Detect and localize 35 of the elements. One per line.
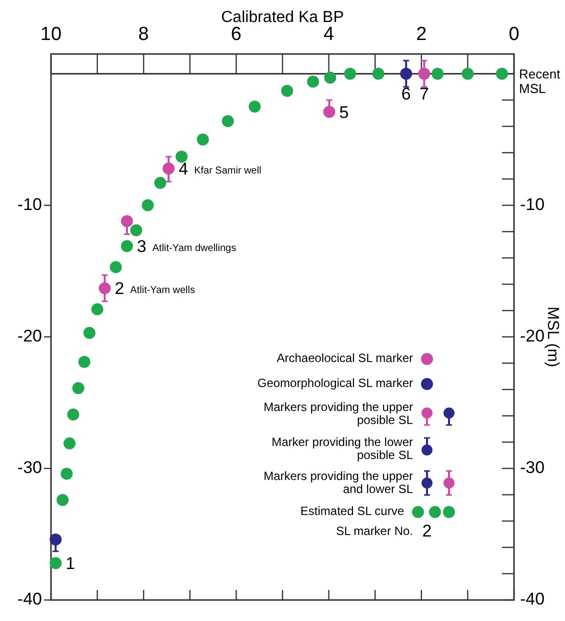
annotation: Atlit-Yam dwellings bbox=[152, 242, 236, 254]
ref-line-label: Recent MSL bbox=[519, 67, 561, 96]
annotation: Marker providing the lower posible SL bbox=[272, 435, 414, 462]
y-tick-label: -40 bbox=[17, 589, 42, 608]
annotation: 7 bbox=[419, 85, 429, 104]
y2-tick-label: -10 bbox=[520, 194, 545, 214]
y2-tick-label: -40 bbox=[520, 589, 545, 608]
annotation: Markers providing the upper posible SL bbox=[264, 400, 414, 428]
x-tick-label: 4 bbox=[324, 24, 335, 45]
annotation: 1 bbox=[66, 554, 76, 574]
x-tick-label: 6 bbox=[230, 24, 242, 45]
annotation: SL marker No. bbox=[336, 524, 413, 538]
y2-axis-title: MSL (m) bbox=[544, 306, 561, 368]
annotation: Atlit-Yam wells bbox=[130, 284, 196, 296]
annotation: 6 bbox=[401, 85, 411, 104]
x-tick-label: 8 bbox=[138, 24, 149, 45]
annotation: 5 bbox=[339, 103, 349, 122]
annotation: 2 bbox=[422, 521, 432, 540]
y2-tick-label: -20 bbox=[520, 326, 545, 346]
legend-label: Geomorphological SL marker bbox=[257, 376, 414, 390]
annotation: Kfar Samir well bbox=[194, 165, 262, 176]
x-tick-label: 0 bbox=[508, 24, 520, 45]
x-tick-label: 2 bbox=[416, 24, 427, 45]
y-tick-label: -20 bbox=[17, 326, 42, 346]
x-tick-label: 10 bbox=[40, 24, 62, 45]
y2-tick-label: -30 bbox=[520, 458, 545, 477]
annotation: Markers providing the upper and lower SL bbox=[264, 469, 414, 496]
legend-label: Estimated SL curve bbox=[300, 504, 404, 518]
y-tick-label: -30 bbox=[17, 458, 42, 477]
y-tick-label: -10 bbox=[17, 194, 42, 214]
annotation: 3 bbox=[136, 238, 146, 257]
annotation: 2 bbox=[114, 280, 124, 299]
legend-label: Archaeolocical SL marker bbox=[276, 351, 413, 366]
annotation: 4 bbox=[178, 160, 188, 179]
x-axis-title: Calibrated Ka BP bbox=[221, 9, 344, 26]
